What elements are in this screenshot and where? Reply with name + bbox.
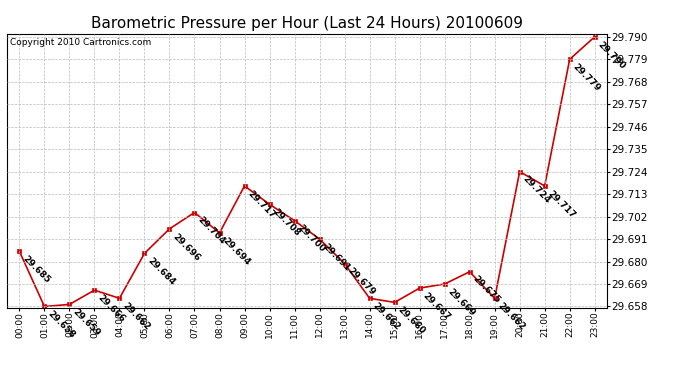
Title: Barometric Pressure per Hour (Last 24 Hours) 20100609: Barometric Pressure per Hour (Last 24 Ho… [91, 16, 523, 31]
Text: 29.685: 29.685 [21, 254, 52, 285]
Text: 29.717: 29.717 [546, 189, 577, 220]
Text: 29.666: 29.666 [96, 293, 127, 324]
Text: 29.694: 29.694 [221, 236, 252, 267]
Text: 29.659: 29.659 [71, 307, 102, 338]
Text: 29.662: 29.662 [371, 301, 402, 332]
Text: 29.684: 29.684 [146, 256, 177, 287]
Text: 29.717: 29.717 [246, 189, 277, 220]
Text: 29.660: 29.660 [396, 305, 427, 336]
Text: 29.700: 29.700 [296, 224, 327, 254]
Text: 29.696: 29.696 [171, 232, 202, 262]
Text: 29.779: 29.779 [571, 62, 602, 93]
Text: Copyright 2010 Cartronics.com: Copyright 2010 Cartronics.com [10, 38, 151, 47]
Text: 29.662: 29.662 [496, 301, 527, 332]
Text: 29.691: 29.691 [321, 242, 352, 273]
Text: 29.679: 29.679 [346, 266, 377, 297]
Text: 29.675: 29.675 [471, 274, 502, 306]
Text: 29.724: 29.724 [521, 174, 552, 206]
Text: 29.704: 29.704 [196, 215, 227, 246]
Text: 29.708: 29.708 [271, 207, 302, 238]
Text: 29.667: 29.667 [421, 291, 452, 322]
Text: 29.669: 29.669 [446, 287, 477, 318]
Text: 29.790: 29.790 [596, 40, 627, 70]
Text: 29.658: 29.658 [46, 309, 77, 340]
Text: 29.662: 29.662 [121, 301, 152, 332]
